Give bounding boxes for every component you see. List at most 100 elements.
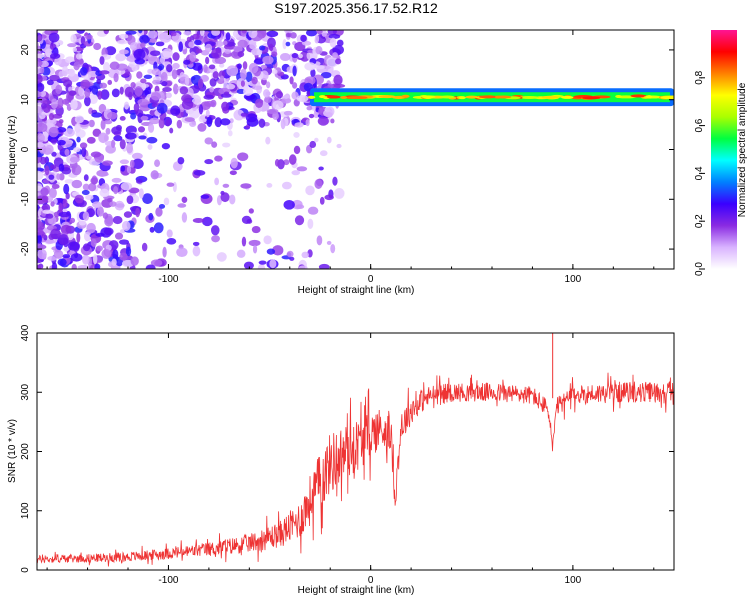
- spectrogram-noise-blob: [272, 245, 284, 256]
- spectrogram-noise-blob: [111, 177, 122, 183]
- spectrogram-noise-blob: [301, 251, 309, 259]
- spectrogram-noise-blob: [131, 152, 143, 160]
- spectrogram-noise-blob: [79, 142, 88, 149]
- spectrogram-noise-blob: [103, 227, 114, 236]
- spectrogram-noise-blob: [45, 144, 54, 155]
- spectrogram-noise-blob: [128, 187, 140, 194]
- spectrogram-noise-blob: [48, 174, 55, 180]
- spectrogram-noise-blob: [330, 243, 336, 254]
- spectrogram-noise-blob: [271, 51, 278, 57]
- spectrogram-noise-blob: [140, 78, 147, 84]
- spectrogram-noise-blob: [336, 143, 342, 149]
- y-tick-label: 20: [20, 44, 31, 56]
- spectrogram-noise-blob: [233, 45, 243, 53]
- spectrogram-noise-blob: [112, 249, 119, 260]
- spectrogram-noise-blob: [70, 253, 83, 262]
- spectrogram-noise-blob: [288, 154, 297, 165]
- spectrogram-noise-blob: [107, 79, 113, 86]
- spectrogram-noise-blob: [76, 232, 81, 243]
- spectrogram-noise-blob: [111, 139, 116, 149]
- spectrogram-noise-blob: [85, 34, 93, 40]
- spectrogram-noise-blob: [63, 128, 75, 137]
- spectrogram-noise-blob: [71, 179, 83, 189]
- x-tick-label: -100: [158, 274, 178, 285]
- spectrogram-noise-blob: [111, 88, 120, 98]
- carrier-band-core: [326, 95, 341, 99]
- spectrogram-noise-blob: [76, 136, 81, 143]
- spectrogram-noise-blob: [169, 127, 174, 134]
- spectrogram-noise-blob: [161, 81, 168, 87]
- colorbar-tick-label: 0.8: [694, 70, 705, 84]
- spectrogram-noise-blob: [90, 177, 99, 185]
- snr-ylabel: SNR (10 * v/v): [7, 419, 18, 483]
- spectrogram-noise-blob: [53, 198, 58, 205]
- spectrogram-noise-blob: [100, 89, 110, 100]
- spectrogram-noise-blob: [113, 186, 119, 195]
- spectrogram-noise-blob: [141, 242, 148, 252]
- spectrogram-noise-blob: [88, 119, 95, 128]
- spectrogram-noise-blob: [315, 46, 323, 55]
- spectrogram-noise-blob: [37, 34, 42, 42]
- spectrogram-noise-blob: [286, 250, 294, 258]
- spectrogram-noise-blob: [120, 165, 126, 172]
- carrier-band-core: [458, 96, 466, 100]
- spectrogram-noise-blob: [85, 155, 93, 160]
- spectrogram-noise-blob: [86, 222, 96, 234]
- spectrogram-noise-blob: [119, 139, 126, 150]
- spectrogram-noise-blob: [248, 62, 259, 74]
- spectrogram-noise-blob: [137, 126, 146, 133]
- carrier-band-core: [440, 95, 455, 99]
- spectrogram-noise-blob: [173, 83, 179, 95]
- spectrogram-noise-blob: [125, 132, 137, 140]
- carrier-band-core: [378, 95, 396, 99]
- spectrogram-noise-blob: [179, 86, 189, 95]
- spectrogram-noise-blob: [176, 247, 188, 258]
- spectrogram-noise-blob: [210, 99, 217, 108]
- spectrogram-noise-blob: [161, 142, 171, 150]
- spectrogram-noise-blob: [314, 137, 319, 143]
- spectrogram-noise-blob: [326, 56, 339, 68]
- spectrogram-noise-blob: [57, 258, 67, 267]
- spectrogram-noise-blob: [183, 59, 191, 65]
- spectrogram-noise-blob: [335, 58, 342, 65]
- spectrogram-noise-blob: [58, 70, 64, 78]
- spectrogram-noise-blob: [292, 65, 297, 77]
- spectrogram-noise-blob: [211, 48, 222, 59]
- spectrogram-noise-blob: [156, 102, 168, 114]
- spectrogram-noise-blob: [148, 212, 154, 221]
- spectrogram-noise-blob: [150, 92, 161, 101]
- spectrogram-noise-blob: [119, 159, 130, 165]
- spectrogram-noise-blob: [215, 40, 224, 47]
- spectrogram-noise-blob: [102, 212, 109, 219]
- snr-axes: -100 0 100 0 100 200 300 400: [20, 324, 674, 586]
- spectrogram-noise-blob: [296, 94, 309, 103]
- spectrogram-noise-blob: [255, 98, 264, 108]
- spectrogram-noise-blob: [166, 238, 177, 245]
- spectrogram-noise-blob: [211, 235, 220, 243]
- spectrogram-noise-blob: [58, 234, 69, 245]
- spectrogram-noise-blob: [62, 254, 71, 259]
- spectrogram-noise-blob: [53, 211, 61, 218]
- spectrogram-noise-blob: [189, 51, 197, 63]
- spectrogram-noise-blob: [134, 86, 143, 97]
- spectrogram-noise-blob: [53, 249, 64, 259]
- spectrogram-noise-blob: [70, 34, 77, 43]
- spectrogram-noise-blob: [111, 258, 117, 266]
- spectrogram-noise-blob: [119, 252, 128, 261]
- spectrogram-noise-blob: [240, 68, 247, 80]
- spectrogram-noise-blob: [113, 72, 119, 83]
- spectrogram-noise-blob: [37, 59, 43, 67]
- spectrogram-noise-blob: [216, 252, 227, 262]
- spectrogram-noise-blob: [162, 246, 167, 258]
- spectrogram-noise-blob: [283, 199, 295, 210]
- spectrogram-noise-blob: [45, 239, 56, 244]
- spectrogram-noise-blob: [289, 76, 294, 85]
- spectrogram-noise-blob: [294, 122, 304, 128]
- spectrogram-noise-blob: [330, 118, 335, 124]
- spectrogram-noise-blob: [94, 263, 101, 269]
- spectrogram-noise-blob: [61, 66, 69, 77]
- spectrogram-noise-blob: [237, 39, 248, 48]
- spectrogram-noise-blob: [150, 170, 159, 180]
- spectrogram-noise-blob: [130, 112, 137, 120]
- spectrogram-noise-blob: [133, 102, 140, 113]
